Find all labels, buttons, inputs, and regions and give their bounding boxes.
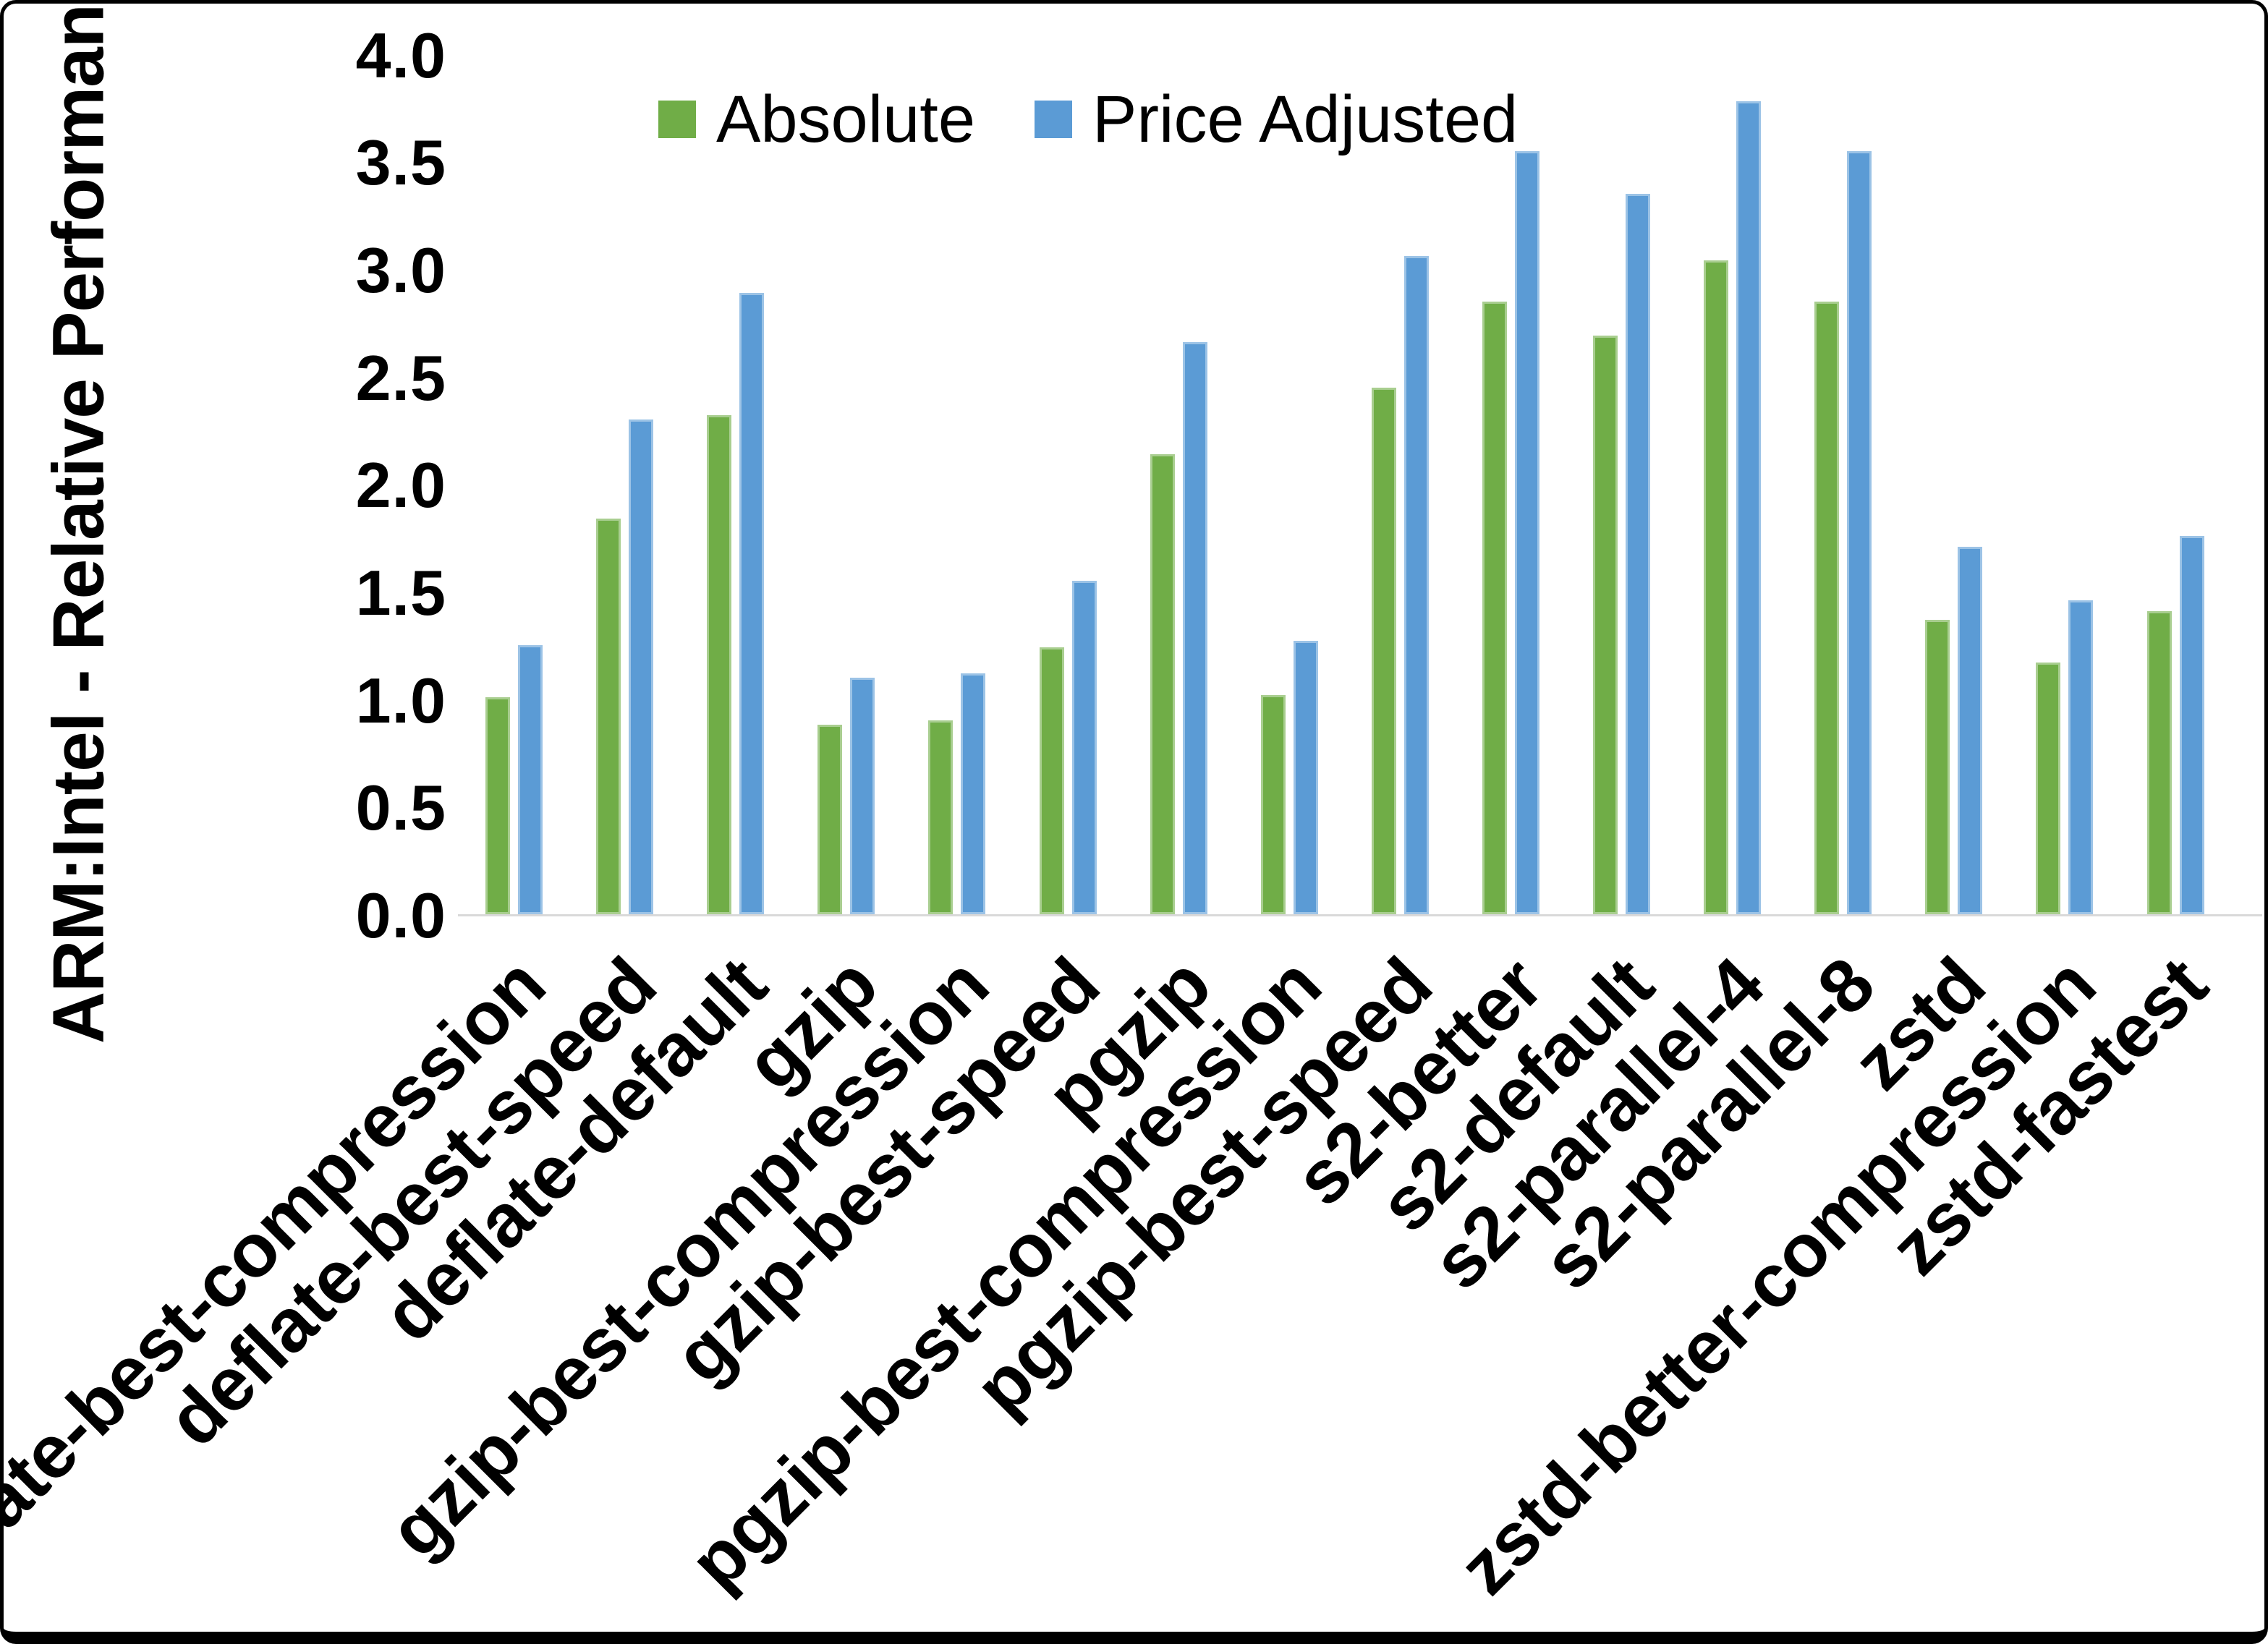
bar-price-adjusted-deflate-best-speed (629, 419, 653, 914)
bar-absolute-s2-better (1482, 302, 1507, 914)
bar-price-adjusted-s2-better (1515, 151, 1539, 914)
bar-absolute-gzip-best-compression (928, 720, 953, 914)
bar-absolute-zstd-fastest (2147, 611, 2172, 914)
y-tick-label-1.5: 1.5 (355, 557, 446, 629)
y-tick-label-1.0: 1.0 (355, 664, 446, 736)
legend-label-absolute: Absolute (716, 82, 976, 156)
y-tick-label-4.0: 4.0 (355, 19, 446, 91)
bar-price-adjusted-zstd-better-compression (2068, 600, 2093, 914)
y-tick-label-2.0: 2.0 (355, 449, 446, 521)
bar-price-adjusted-gzip-best-speed (1072, 581, 1097, 914)
bar-absolute-s2-parallel-8 (1814, 302, 1839, 914)
bar-price-adjusted-deflate-best-compression (518, 645, 543, 914)
bar-absolute-pgzip-best-compression (1261, 695, 1286, 914)
bar-absolute-s2-parallel-4 (1704, 260, 1728, 914)
legend-item-absolute: Absolute (658, 85, 975, 154)
legend: Absolute Price Adjusted (658, 85, 1518, 154)
bar-price-adjusted-gzip-best-compression (961, 673, 985, 914)
bar-absolute-gzip-best-speed (1040, 647, 1064, 914)
bar-absolute-deflate-default (707, 415, 731, 914)
y-axis-title: ARM:Intel - Relative Performance (38, 0, 119, 1044)
y-tick-label-2.5: 2.5 (355, 341, 446, 414)
bar-absolute-deflate-best-compression (485, 697, 510, 914)
bar-price-adjusted-zstd-fastest (2180, 536, 2204, 914)
bar-absolute-pgzip-best-speed (1372, 388, 1396, 914)
bar-price-adjusted-s2-default (1626, 194, 1650, 914)
bar-absolute-deflate-best-speed (596, 519, 621, 914)
y-tick-label-3.0: 3.0 (355, 234, 446, 307)
bar-price-adjusted-pgzip-best-compression (1294, 641, 1318, 914)
y-tick-label-0.5: 0.5 (355, 772, 446, 844)
x-axis-line (458, 914, 2262, 916)
bar-price-adjusted-s2-parallel-8 (1847, 151, 1872, 914)
legend-item-price-adjusted: Price Adjusted (1035, 85, 1518, 154)
legend-label-price-adjusted: Price Adjusted (1092, 82, 1519, 156)
legend-swatch-price-adjusted (1035, 101, 1073, 138)
bar-absolute-zstd-better-compression (2036, 663, 2060, 914)
legend-swatch-absolute (658, 101, 696, 138)
bar-price-adjusted-pgzip (1183, 342, 1207, 914)
bar-price-adjusted-s2-parallel-4 (1736, 101, 1761, 914)
bar-price-adjusted-gzip (850, 678, 875, 914)
bar-absolute-s2-default (1593, 336, 1618, 914)
y-tick-label-0.0: 0.0 (355, 880, 446, 951)
bar-price-adjusted-deflate-default (739, 293, 764, 914)
bar-absolute-pgzip (1150, 454, 1175, 914)
bar-price-adjusted-pgzip-best-speed (1404, 256, 1429, 914)
bar-absolute-gzip (817, 725, 842, 914)
bar-absolute-zstd (1925, 620, 1950, 914)
y-tick-label-3.5: 3.5 (355, 127, 446, 199)
bar-price-adjusted-zstd (1958, 547, 1982, 914)
